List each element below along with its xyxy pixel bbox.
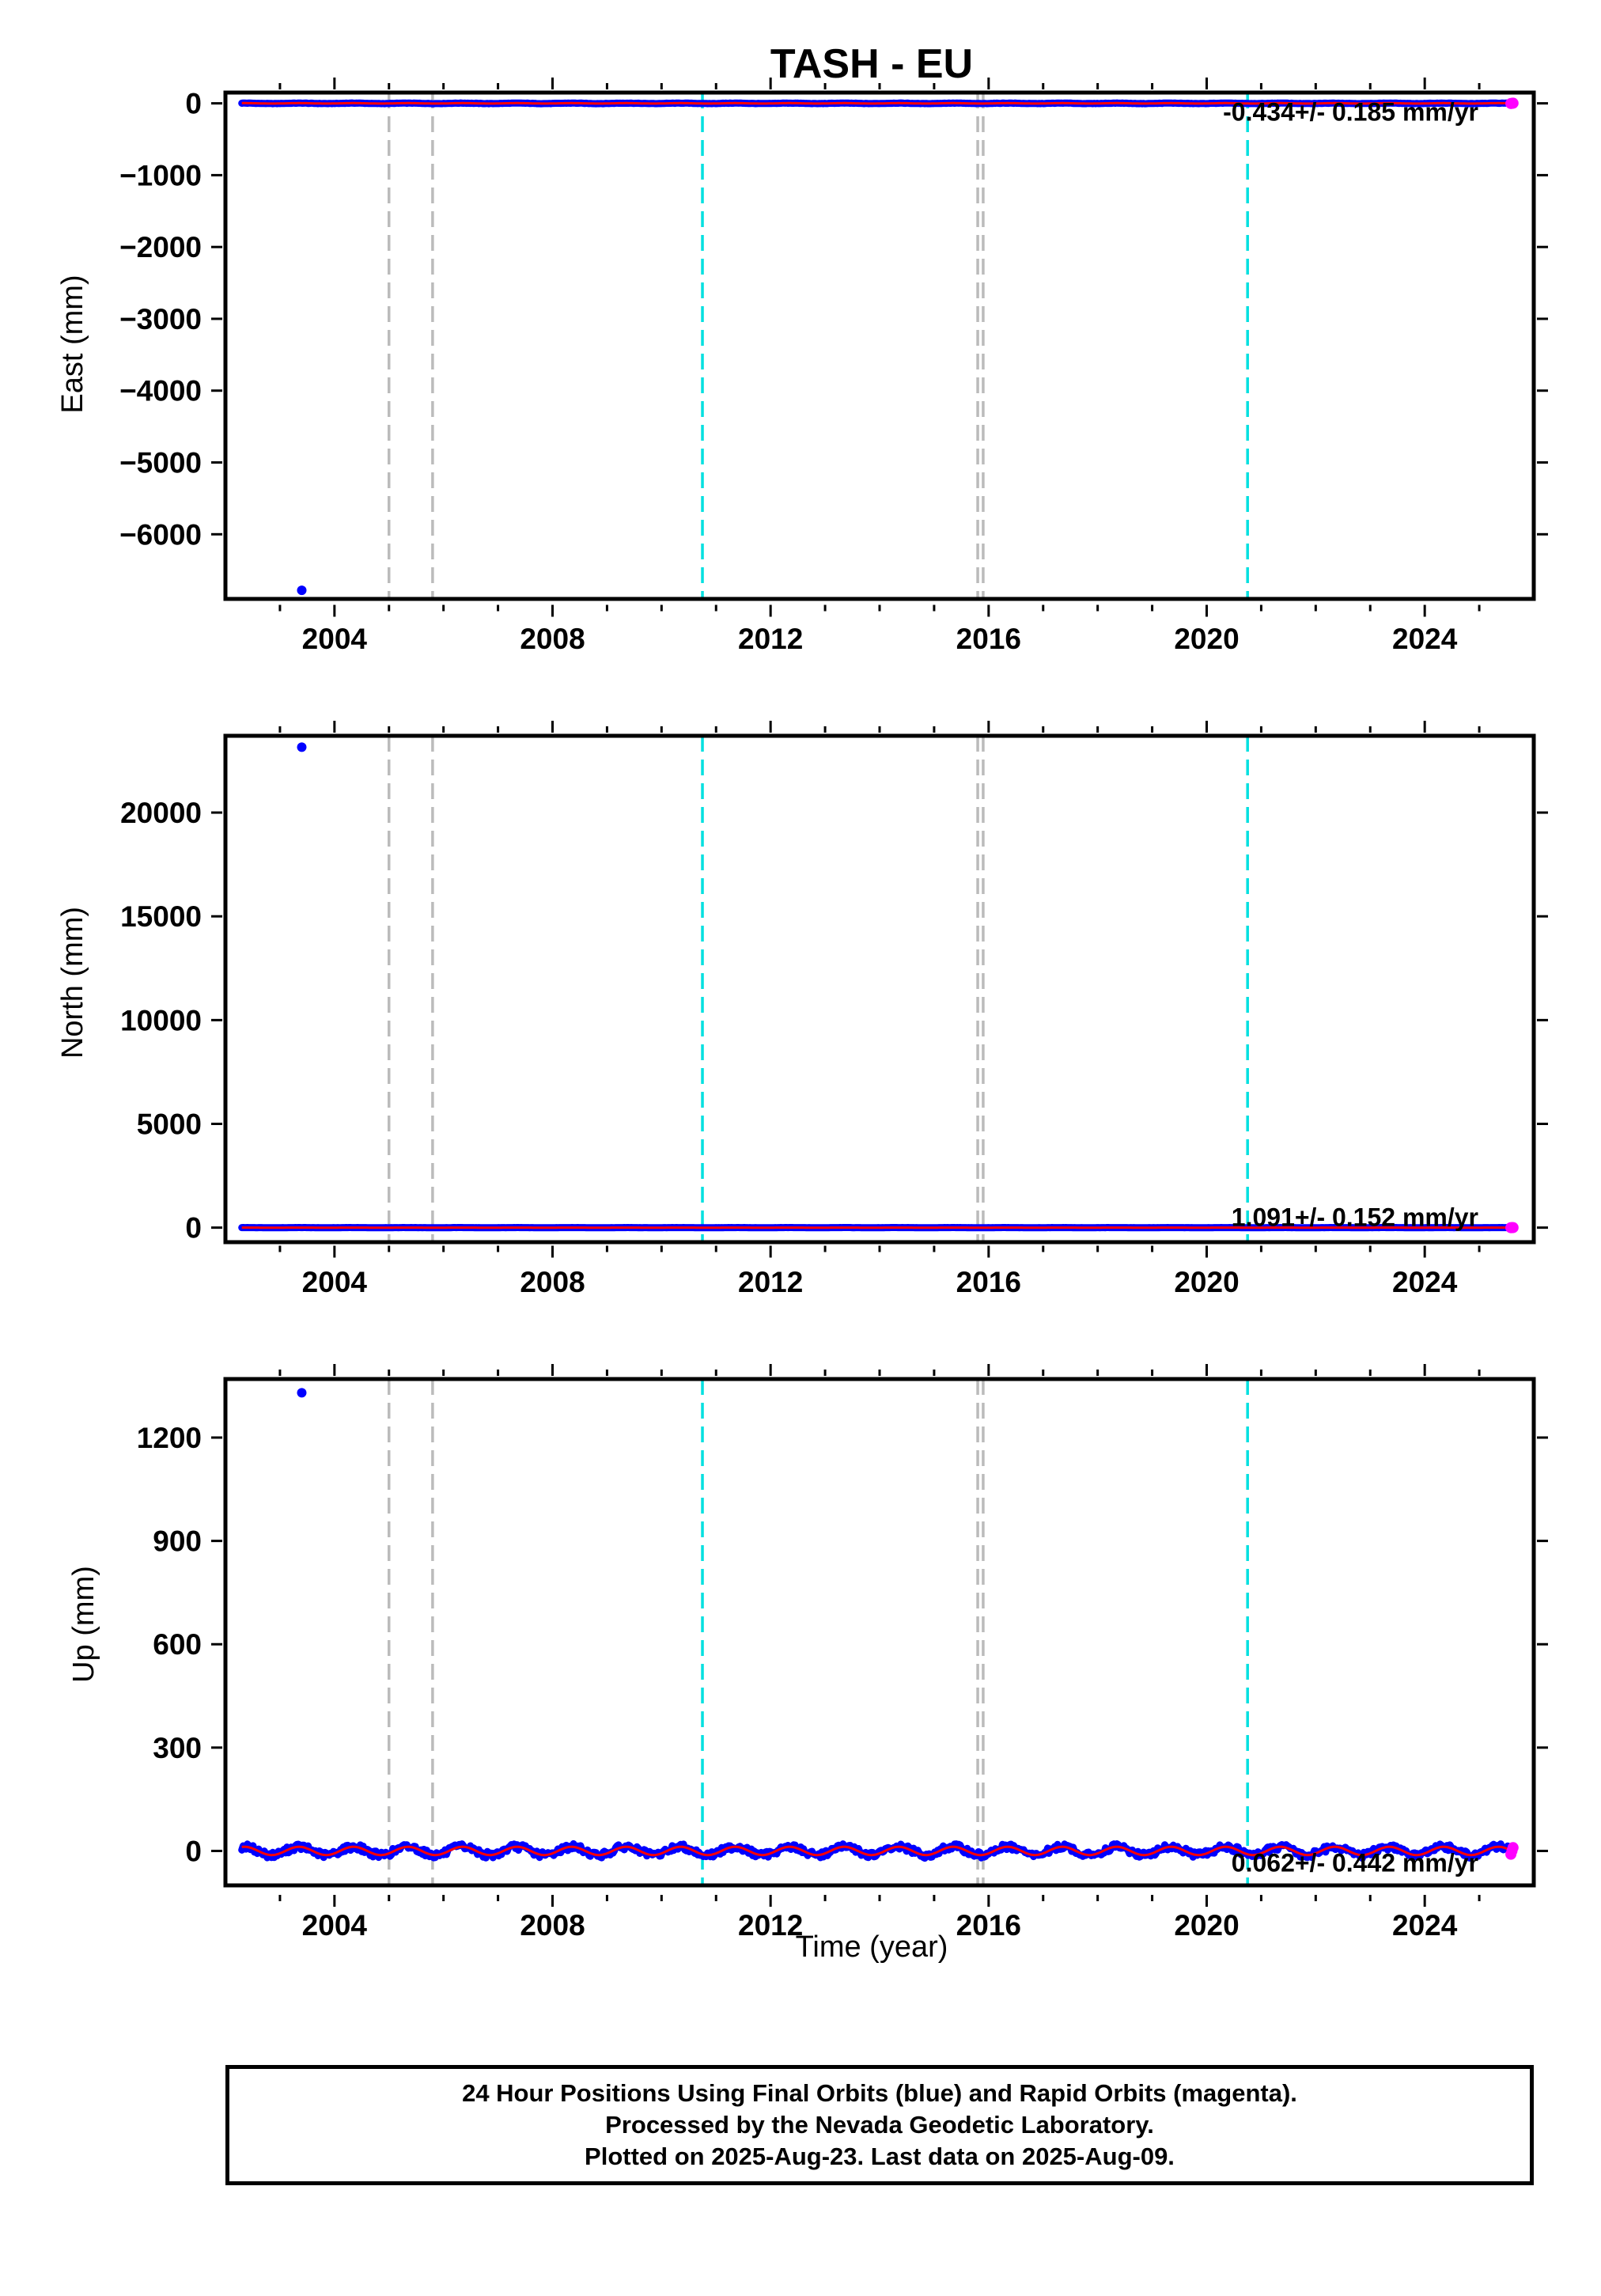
x-tick-label: 2012 <box>738 1909 803 1942</box>
y-tick-label: 15000 <box>120 900 202 933</box>
model-fit-line <box>241 1845 1513 1857</box>
x-tick-label: 2020 <box>1174 623 1239 655</box>
x-axis-label: Time (year) <box>796 1930 948 1964</box>
x-tick-label: 2008 <box>520 623 585 655</box>
y-tick-label: −1000 <box>119 159 202 191</box>
north-panel: North (mm) 2004 2008 2012 2016 2020 2024 0 5000… <box>56 721 1548 1298</box>
velocity-rate-label: 0.062+/- 0.442 mm/yr <box>1232 1848 1478 1877</box>
y-tick-label: −2000 <box>119 231 202 263</box>
x-tick-label: 2012 <box>738 1266 803 1298</box>
y-tick-label: 1200 <box>137 1422 202 1454</box>
y-tick-label: 0 <box>185 88 202 120</box>
y-tick-label: −4000 <box>119 375 202 407</box>
y-tick-label: −6000 <box>119 518 202 551</box>
rapid-orbits-point <box>1507 1842 1519 1854</box>
y-tick-label: 0 <box>185 1212 202 1245</box>
caption-line-3: Plotted on 2025-Aug-23. Last data on 202… <box>585 2143 1175 2170</box>
y-tick-label: 900 <box>153 1525 202 1558</box>
rapid-orbits-point <box>1507 97 1519 109</box>
x-tick-label: 2004 <box>302 1266 368 1298</box>
plot-frame <box>223 733 1536 1245</box>
x-tick-label: 2020 <box>1174 1266 1239 1298</box>
east-y-axis-label: East (mm) <box>56 275 89 413</box>
x-tick-label: 2004 <box>302 623 368 655</box>
rapid-orbits-point <box>1507 1222 1519 1233</box>
x-tick-label: 2024 <box>1392 1909 1458 1942</box>
outlier-point <box>297 742 307 752</box>
velocity-rate-label: 1.091+/- 0.152 mm/yr <box>1232 1203 1478 1232</box>
plot-frame <box>223 1377 1536 1888</box>
velocity-rate-label: -0.434+/- 0.185 mm/yr <box>1223 98 1478 127</box>
x-tick-label: 2024 <box>1392 1266 1458 1298</box>
x-tick-label: 2016 <box>956 1909 1021 1942</box>
x-tick-label: 2016 <box>956 623 1021 655</box>
x-tick-label: 2004 <box>302 1909 368 1942</box>
y-tick-label: 10000 <box>120 1004 202 1036</box>
y-tick-label: 600 <box>153 1628 202 1661</box>
x-tick-label: 2008 <box>520 1909 585 1942</box>
up-panel: Up (mm) Time (year) 2004 2008 2012 2016 2020… <box>67 1364 1548 1964</box>
x-tick-label: 2016 <box>956 1266 1021 1298</box>
north-y-axis-label: North (mm) <box>56 907 89 1059</box>
y-tick-label: −3000 <box>119 303 202 335</box>
outlier-point <box>297 1388 307 1398</box>
caption-box: 24 Hour Positions Using Final Orbits (bl… <box>225 2065 1534 2185</box>
plot-frame <box>223 90 1536 601</box>
y-tick-label: 5000 <box>137 1108 202 1140</box>
y-tick-label: 300 <box>153 1732 202 1764</box>
x-tick-label: 2020 <box>1174 1909 1239 1942</box>
outlier-point <box>297 585 307 596</box>
east-panel: East (mm) 2004 2008 2012 2016 2020 2024 0 −1000… <box>56 78 1548 655</box>
y-tick-label: 20000 <box>120 797 202 829</box>
x-tick-label: 2008 <box>520 1266 585 1298</box>
up-y-axis-label: Up (mm) <box>67 1566 100 1683</box>
caption-line-1: 24 Hour Positions Using Final Orbits (bl… <box>462 2079 1297 2107</box>
y-tick-label: 0 <box>185 1835 202 1867</box>
chart-title: TASH - EU <box>770 41 973 87</box>
y-tick-label: −5000 <box>119 447 202 479</box>
model-fit-line <box>241 101 1512 105</box>
caption-line-2: Processed by the Nevada Geodetic Laborat… <box>605 2111 1154 2139</box>
x-tick-label: 2024 <box>1392 623 1458 655</box>
x-tick-label: 2012 <box>738 623 803 655</box>
